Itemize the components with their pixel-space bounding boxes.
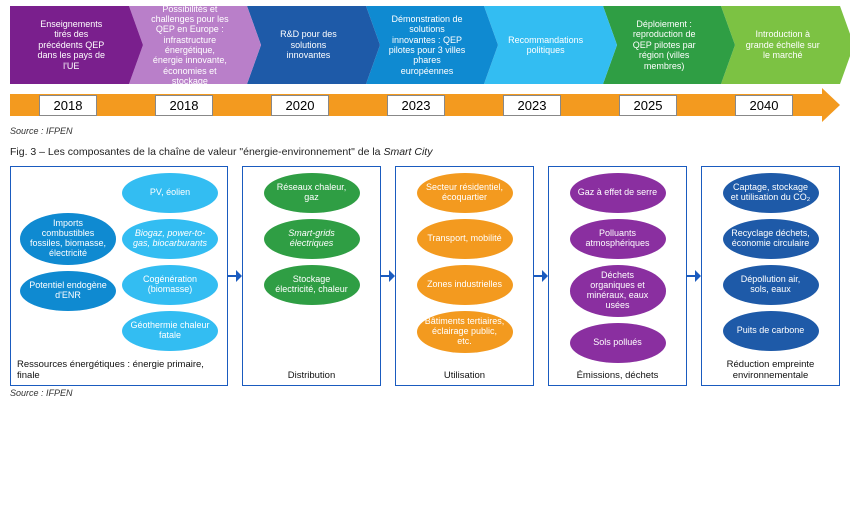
chain-node: Smart-grids électriques (264, 219, 360, 259)
chain-column-1: Imports combustibles fossiles, biomasse,… (10, 166, 228, 386)
year-slot: 2018 (10, 94, 126, 116)
year-slot: 2023 (358, 94, 474, 116)
source-label-2: Source : IFPEN (10, 388, 840, 398)
connector-arrow (228, 266, 242, 286)
chain-node: Polluants atmosphériques (570, 219, 666, 259)
chain-node: Zones industrielles (417, 265, 513, 305)
year-slot: 2025 (590, 94, 706, 116)
roadmap-chevrons: Enseignements tirés des précédents QEP d… (10, 6, 840, 84)
chevron-step-3: R&D pour des solutions innovantes (247, 6, 366, 84)
year-box: 2018 (39, 95, 98, 116)
chain-node: Transport, mobilité (417, 219, 513, 259)
column-label: Émissions, déchets (555, 370, 680, 381)
chevron-step-2: Possibilités et challenges pour les QEP … (129, 6, 248, 84)
chain-node: PV, éolien (122, 173, 218, 213)
timeline-years: 2018 2018 2020 2023 2023 2025 2040 (10, 94, 822, 116)
chain-node: Secteur résidentiel, écoquartier (417, 173, 513, 213)
chain-node: Réseaux chaleur, gaz (264, 173, 360, 213)
connector-arrow (534, 266, 548, 286)
year-slot: 2018 (126, 94, 242, 116)
column-label: Ressources énergétiques : énergie primai… (17, 359, 221, 381)
chevron-step-6: Déploiement : reproduction de QEP pilote… (603, 6, 722, 84)
connector-arrow (687, 266, 701, 286)
chain-subcolumn: PV, éolien Biogaz, power-to-gas, biocarbu… (122, 173, 218, 351)
chain-node: Sols pollués (570, 323, 666, 363)
year-slot: 2040 (706, 94, 822, 116)
chain-node: Gaz à effet de serre (570, 173, 666, 213)
chain-column-4: Gaz à effet de serre Polluants atmosphéri… (548, 166, 687, 386)
chain-column-5: Captage, stockage et utilisation du CO₂ R… (701, 166, 840, 386)
connector-arrow (381, 266, 395, 286)
chain-node: Puits de carbone (723, 311, 819, 351)
chevron-step-7: Introduction à grande échelle sur le mar… (721, 6, 840, 84)
chevron-step-5: Recommandations politiques (484, 6, 603, 84)
source-label-1: Source : IFPEN (10, 126, 840, 136)
year-slot: 2023 (474, 94, 590, 116)
figure-caption: Fig. 3 – Les composantes de la chaîne de… (10, 146, 840, 158)
chain-node: Captage, stockage et utilisation du CO₂ (723, 173, 819, 213)
chain-node: Biogaz, power-to-gas, biocarburants (122, 219, 218, 259)
chain-node: Potentiel endogène d'ENR (20, 271, 116, 311)
year-slot: 2020 (242, 94, 358, 116)
chain-node: Bâtiments tertiaires, éclairage public, … (417, 311, 513, 353)
chain-node: Imports combustibles fossiles, biomasse,… (20, 213, 116, 265)
timeline-arrow: 2018 2018 2020 2023 2023 2025 2040 (10, 88, 840, 122)
figure-caption-em: Smart City (383, 146, 432, 158)
year-box: 2040 (735, 95, 794, 116)
chevron-step-4: Démonstration de solutions innovantes : … (366, 6, 485, 84)
chain-node: Géothermie chaleur fatale (122, 311, 218, 351)
chain-node: Stockage électricité, chaleur (264, 265, 360, 305)
year-box: 2020 (271, 95, 330, 116)
year-box: 2025 (619, 95, 678, 116)
value-chain: Imports combustibles fossiles, biomasse,… (10, 166, 840, 386)
chevron-step-1: Enseignements tirés des précédents QEP d… (10, 6, 129, 84)
year-box: 2018 (155, 95, 214, 116)
chain-subcolumn: Imports combustibles fossiles, biomasse,… (20, 213, 116, 311)
chain-column-3: Secteur résidentiel, écoquartier Transpor… (395, 166, 534, 386)
year-box: 2023 (387, 95, 446, 116)
chain-node: Cogénération (biomasse) (122, 265, 218, 305)
chain-node: Recyclage déchets, économie circulaire (723, 219, 819, 259)
timeline-arrowhead (822, 88, 840, 122)
chain-node: Dépollution air, sols, eaux (723, 265, 819, 305)
chain-node: Déchets organiques et minéraux, eaux usé… (570, 265, 666, 317)
column-label: Distribution (249, 370, 374, 381)
chain-column-2: Réseaux chaleur, gaz Smart-grids électriq… (242, 166, 381, 386)
column-label: Utilisation (402, 370, 527, 381)
year-box: 2023 (503, 95, 562, 116)
column-label: Réduction empreinte environnementale (708, 359, 833, 381)
figure-caption-text: Fig. 3 – Les composantes de la chaîne de… (10, 146, 383, 158)
